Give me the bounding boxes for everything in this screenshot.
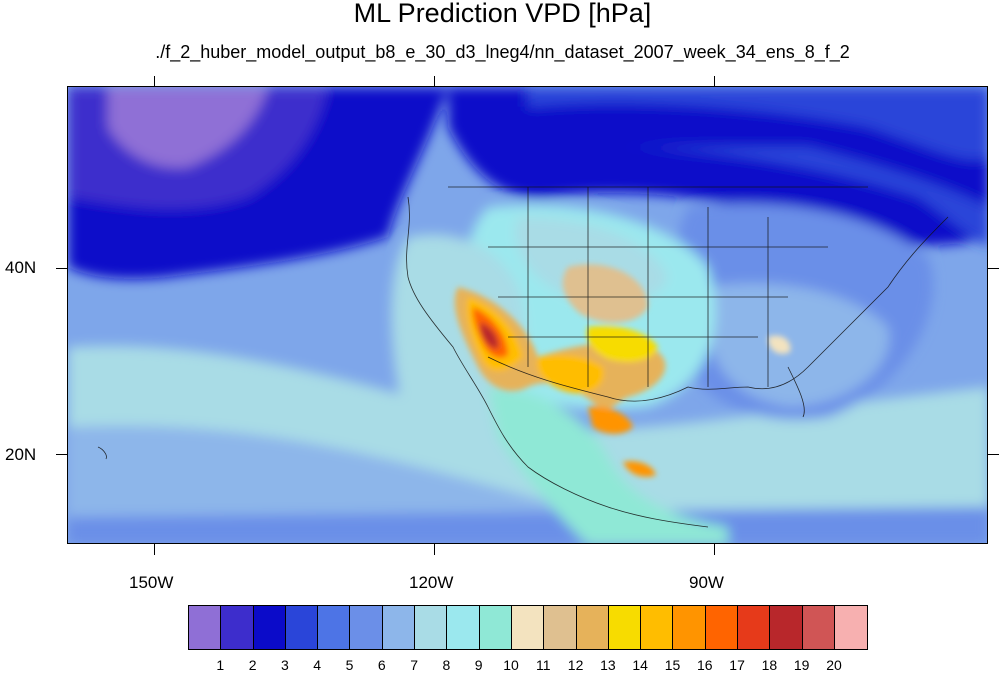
chart-subtitle: ./f_2_huber_model_output_b8_e_30_d3_lneg… <box>155 42 850 62</box>
colorbar-label: 15 <box>664 657 681 673</box>
lat-label-20n: 20N <box>5 445 37 464</box>
colorbar-swatch <box>834 606 868 649</box>
colorbar-swatch <box>641 606 674 649</box>
vpd-map <box>67 86 988 544</box>
lon-tick-90w <box>714 544 715 555</box>
lat-tick-40n <box>56 268 67 269</box>
colorbar-label: 4 <box>313 657 322 673</box>
colorbar-swatch <box>738 606 771 649</box>
colorbar-label: 1 <box>216 657 225 673</box>
lon-tick-150w-top <box>154 76 155 86</box>
colorbar-swatch <box>318 606 351 649</box>
colorbar-label: 9 <box>474 657 483 673</box>
lon-label-90w: 90W <box>689 573 724 592</box>
colorbar-swatch <box>382 606 416 649</box>
colorbar-label: 10 <box>503 657 519 673</box>
colorbar-label: 6 <box>377 657 386 673</box>
lon-tick-120w-top <box>434 76 435 86</box>
colorbar-label: 3 <box>280 657 289 673</box>
colorbar-label: 19 <box>793 657 810 673</box>
colorbar-swatch <box>447 606 480 649</box>
chart-title: ML Prediction VPD [hPa] <box>353 0 652 28</box>
colorbar-swatch <box>673 606 706 649</box>
lon-tick-90w-top <box>714 76 715 86</box>
colorbar-label: 5 <box>345 657 354 673</box>
colorbar-label: 7 <box>410 657 418 673</box>
colorbar-swatch <box>415 606 448 649</box>
colorbar <box>188 605 869 650</box>
colorbar-label: 8 <box>442 657 451 673</box>
colorbar-label: 11 <box>536 657 551 673</box>
lon-tick-120w <box>434 544 435 555</box>
colorbar-label: 12 <box>567 657 584 673</box>
lon-label-120w: 120W <box>409 573 454 592</box>
lat-tick-20n-right <box>988 454 999 455</box>
lon-label-150w: 150W <box>129 573 174 592</box>
colorbar-swatch <box>221 606 254 649</box>
lon-tick-150w <box>154 544 155 555</box>
colorbar-swatch <box>705 606 739 649</box>
colorbar-labels: 1 2 3 4 5 6 7 8 9 10 11 12 13 14 15 16 17 18 19 20 <box>0 657 1005 673</box>
colorbar-swatch <box>511 606 545 649</box>
colorbar-swatch <box>544 606 577 649</box>
lat-tick-20n <box>56 454 67 455</box>
lat-tick-40n-right <box>988 268 999 269</box>
colorbar-swatch <box>253 606 286 649</box>
colorbar-swatch <box>350 606 383 649</box>
colorbar-swatch <box>770 606 803 649</box>
colorbar-label: 16 <box>697 657 713 673</box>
colorbar-swatch <box>608 606 642 649</box>
colorbar-label: 20 <box>826 657 842 673</box>
colorbar-swatch <box>479 606 512 649</box>
colorbar-label: 2 <box>248 657 257 673</box>
colorbar-swatch <box>189 606 222 649</box>
colorbar-swatch <box>802 606 835 649</box>
colorbar-label: 13 <box>600 657 616 673</box>
lat-label-40n: 40N <box>5 258 37 277</box>
colorbar-swatch <box>576 606 609 649</box>
colorbar-swatch <box>285 606 319 649</box>
colorbar-label: 18 <box>761 657 778 673</box>
colorbar-label: 17 <box>729 657 745 673</box>
colorbar-label: 14 <box>632 657 648 673</box>
